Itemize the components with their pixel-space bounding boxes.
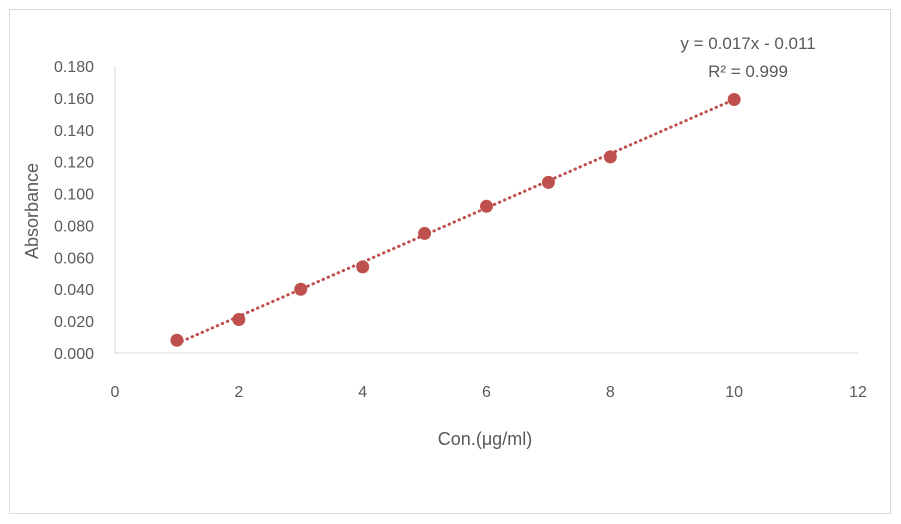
y-tick-label: 0.180 xyxy=(54,59,94,76)
trendline xyxy=(175,97,736,345)
y-tick-label: 0.000 xyxy=(54,346,94,363)
data-point xyxy=(727,92,741,106)
data-point xyxy=(170,333,184,347)
x-tick-label: 4 xyxy=(358,384,367,401)
y-tick-label: 0.160 xyxy=(54,91,94,108)
x-tick-label: 8 xyxy=(606,384,615,401)
data-point xyxy=(541,175,555,189)
x-tick-labels: 0 2 4 6 8 10 12 xyxy=(111,384,867,401)
x-tick-label: 12 xyxy=(849,384,867,401)
y-tick-labels: 0.000 0.020 0.040 0.060 0.080 0.100 0.120 0.140… xyxy=(54,59,94,363)
data-point xyxy=(603,150,617,164)
x-tick-label: 10 xyxy=(725,384,743,401)
x-tick-label: 0 xyxy=(111,384,120,401)
trendline-r-squared: R² = 0.999 xyxy=(708,62,788,81)
y-tick-label: 0.060 xyxy=(54,250,94,267)
x-tick-label: 2 xyxy=(234,384,243,401)
y-tick-label: 0.020 xyxy=(54,314,94,331)
trendline-equation: y = 0.017x - 0.011 xyxy=(680,34,815,53)
trendline-group xyxy=(175,97,736,345)
data-point xyxy=(480,199,493,213)
data-point xyxy=(232,313,246,327)
y-axis-title: Absorbance xyxy=(22,163,42,259)
y-tick-label: 0.140 xyxy=(54,123,94,140)
data-points xyxy=(170,92,741,347)
x-tick-label: 6 xyxy=(482,384,491,401)
data-point xyxy=(294,282,308,296)
y-tick-label: 0.040 xyxy=(54,282,94,299)
data-point xyxy=(418,226,432,240)
x-axis-title: Con.(μg/ml) xyxy=(438,429,532,449)
y-tick-label: 0.100 xyxy=(54,187,94,204)
chart-area xyxy=(9,9,891,514)
data-point xyxy=(356,260,370,274)
y-tick-label: 0.080 xyxy=(54,218,94,235)
y-tick-label: 0.120 xyxy=(54,155,94,172)
